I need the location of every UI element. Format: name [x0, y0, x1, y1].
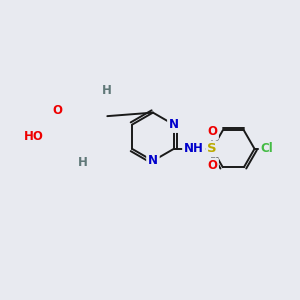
Text: Cl: Cl [260, 142, 273, 155]
Text: S: S [207, 142, 217, 155]
Text: N: N [148, 154, 158, 167]
Text: H: H [102, 84, 112, 97]
Text: H: H [78, 156, 88, 169]
Text: N: N [169, 118, 179, 131]
Text: O: O [52, 104, 62, 117]
Text: HO: HO [24, 130, 44, 143]
Text: O: O [207, 125, 217, 138]
Text: O: O [207, 159, 217, 172]
Text: NH: NH [184, 142, 204, 155]
